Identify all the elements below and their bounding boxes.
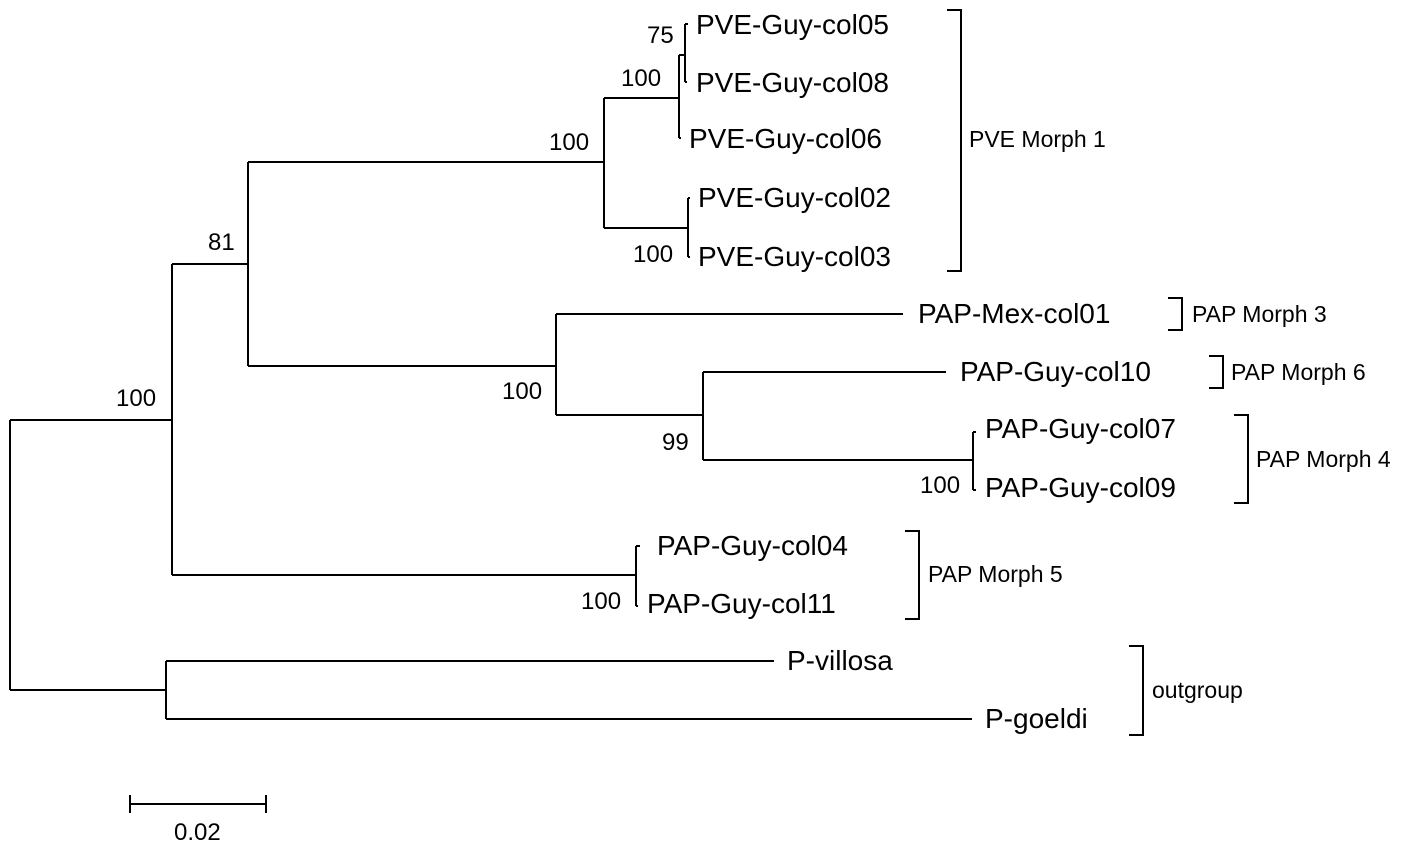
bootstrap-label-10-07-09: 99 — [662, 429, 689, 456]
taxon-label-pap-mex-col01: PAP-Mex-col01 — [918, 298, 1110, 329]
group-label-pve-morph-1: PVE Morph 1 — [969, 126, 1106, 152]
taxon-labels: PVE-Guy-col05 PVE-Guy-col08 PVE-Guy-col0… — [647, 9, 1176, 734]
taxon-label-pap-guy-col04: PAP-Guy-col04 — [657, 530, 848, 561]
scale-bar-label: 0.02 — [174, 819, 221, 846]
bootstrap-label-05-08: 75 — [647, 22, 674, 49]
taxon-label-pve-guy-col06: PVE-Guy-col06 — [689, 123, 882, 154]
bracket-pap-morph-4 — [1234, 414, 1249, 504]
taxon-label-pap-guy-col11: PAP-Guy-col11 — [647, 588, 836, 619]
bootstrap-label-pve: 100 — [549, 129, 589, 156]
bracket-pap-morph-6 — [1209, 355, 1224, 389]
bracket-pve-morph-1 — [947, 9, 962, 272]
bracket-outgroup — [1129, 645, 1144, 736]
bootstrap-label-pve-pap: 81 — [208, 229, 235, 256]
bootstrap-label-02-03: 100 — [633, 241, 673, 268]
taxon-label-pve-guy-col03: PVE-Guy-col03 — [698, 241, 891, 272]
taxon-label-pve-guy-col02: PVE-Guy-col02 — [698, 182, 891, 213]
bracket-pap-morph-3 — [1168, 297, 1183, 331]
bootstrap-label-05-08-06: 100 — [621, 65, 661, 92]
taxon-label-pap-guy-col07: PAP-Guy-col07 — [985, 413, 1176, 444]
group-labels: PVE Morph 1 PAP Morph 3 PAP Morph 6 PAP … — [928, 126, 1391, 703]
tree-branches — [9, 23, 976, 720]
scale-bar: 0.02 — [129, 795, 267, 846]
taxon-label-pve-guy-col08: PVE-Guy-col08 — [696, 67, 889, 98]
taxon-label-p-villosa: P-villosa — [787, 645, 893, 676]
group-label-outgroup: outgroup — [1152, 677, 1243, 703]
taxon-label-pap-guy-col09: PAP-Guy-col09 — [985, 472, 1176, 503]
bootstrap-label-07-09: 100 — [920, 472, 960, 499]
taxon-label-pap-guy-col10: PAP-Guy-col10 — [960, 356, 1151, 387]
group-label-pap-morph-6: PAP Morph 6 — [1231, 359, 1366, 385]
taxon-label-pve-guy-col05: PVE-Guy-col05 — [696, 9, 889, 40]
bootstrap-label-ingroup: 100 — [116, 385, 156, 412]
group-label-pap-morph-5: PAP Morph 5 — [928, 561, 1063, 587]
group-label-pap-morph-4: PAP Morph 4 — [1256, 446, 1391, 472]
bracket-pap-morph-5 — [905, 530, 920, 620]
bootstrap-label-04-11: 100 — [581, 588, 621, 615]
group-brackets — [905, 9, 1249, 736]
taxon-label-p-goeldi: P-goeldi — [985, 703, 1088, 734]
bootstrap-label-pap: 100 — [502, 378, 542, 405]
bootstrap-labels: 75 100 100 100 81 100 99 100 100 100 — [116, 22, 960, 615]
group-label-pap-morph-3: PAP Morph 3 — [1192, 301, 1327, 327]
